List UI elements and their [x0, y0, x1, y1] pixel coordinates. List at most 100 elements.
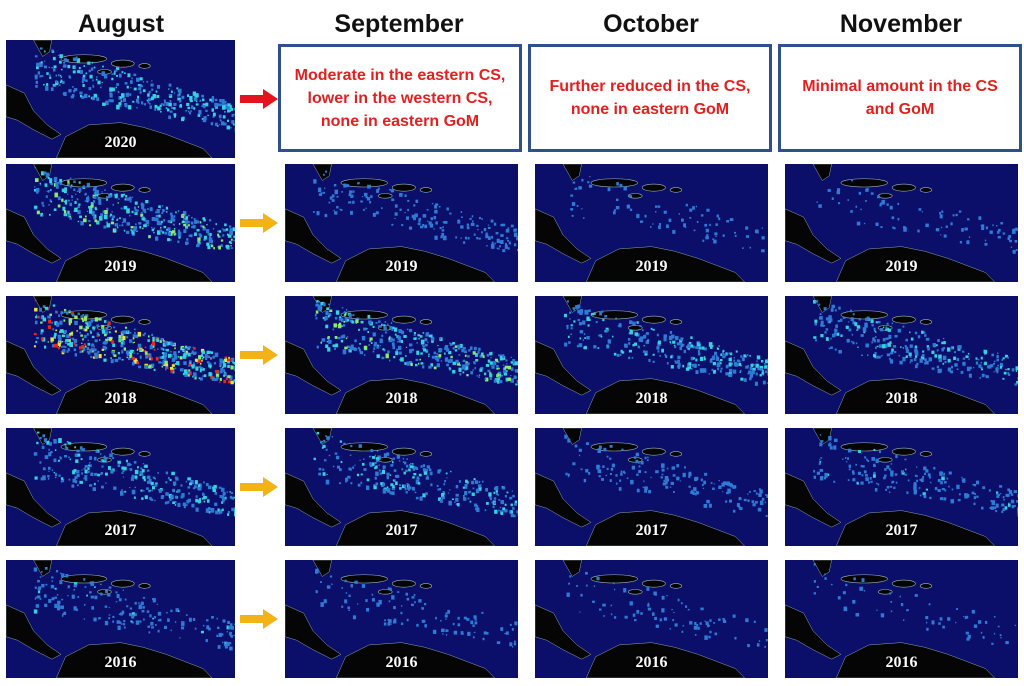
south-america-land: [335, 246, 496, 282]
year-label: 2016: [104, 654, 137, 671]
island-2: [919, 583, 933, 589]
island-2: [419, 583, 433, 589]
island-1: [391, 579, 416, 588]
map-graphic: [785, 428, 1018, 546]
island-2: [138, 451, 151, 457]
island-0: [340, 574, 388, 584]
column-header-october: October: [603, 10, 699, 38]
island-1: [641, 183, 666, 192]
column-header-november: November: [839, 10, 963, 38]
year-label: 2018: [385, 390, 418, 407]
map-graphic: [6, 164, 235, 282]
island-0: [340, 178, 388, 188]
yellow-arrow-icon: [240, 345, 278, 365]
map-october-2018: 2018: [535, 296, 768, 414]
island-1: [891, 183, 916, 192]
map-september-2016: 2016: [285, 560, 518, 678]
island-1: [391, 183, 416, 192]
map-graphic: [6, 296, 235, 414]
map-october-2017: 2017: [535, 428, 768, 546]
year-label: 2019: [635, 258, 668, 275]
florida-land: [33, 40, 53, 57]
map-august-2020: 2020: [6, 40, 235, 158]
october-2020-note: Further reduced in the CS, none in easte…: [528, 44, 772, 152]
year-label: 2016: [385, 654, 418, 671]
map-graphic: [285, 560, 518, 678]
map-graphic: [785, 164, 1018, 282]
south-america-land: [835, 246, 996, 282]
central-america-land: [6, 472, 62, 528]
island-0: [590, 442, 638, 452]
florida-land: [812, 164, 832, 181]
central-america-land: [535, 208, 592, 264]
year-label: 2018: [104, 390, 137, 407]
map-november-2016: 2016: [785, 560, 1018, 678]
south-america-land: [835, 642, 996, 678]
year-label: 2020: [104, 134, 137, 151]
south-america-land: [835, 510, 996, 546]
central-america-land: [6, 208, 62, 264]
island-1: [391, 447, 416, 456]
florida-land: [562, 560, 582, 577]
island-2: [419, 319, 433, 325]
south-america-land: [56, 122, 213, 158]
central-america-land: [535, 472, 592, 528]
island-1: [111, 579, 135, 588]
island-1: [641, 315, 666, 324]
south-america-land: [56, 378, 213, 414]
year-label: 2017: [635, 522, 668, 539]
island-2: [419, 451, 433, 457]
island-2: [919, 187, 933, 193]
map-august-2019: 2019: [6, 164, 235, 282]
column-header-august: August: [77, 10, 165, 38]
island-1: [111, 59, 135, 68]
map-graphic: [285, 428, 518, 546]
november-2020-note: Minimal amount in the CS and GoM: [778, 44, 1022, 152]
map-november-2018: 2018: [785, 296, 1018, 414]
island-2: [919, 451, 933, 457]
florida-land: [812, 296, 832, 313]
year-label: 2018: [635, 390, 668, 407]
yellow-arrow-icon: [240, 213, 278, 233]
florida-land: [812, 560, 832, 577]
island-1: [111, 315, 135, 324]
island-2: [669, 319, 683, 325]
year-label: 2017: [104, 522, 137, 539]
central-america-land: [285, 604, 342, 660]
island-3: [877, 589, 893, 595]
island-0: [840, 178, 888, 188]
island-3: [377, 193, 393, 199]
central-america-land: [785, 604, 842, 660]
island-1: [111, 447, 135, 456]
central-america-land: [785, 340, 842, 396]
island-2: [138, 63, 151, 69]
island-0: [840, 310, 888, 320]
central-america-land: [6, 604, 62, 660]
central-america-land: [785, 208, 842, 264]
island-2: [669, 583, 683, 589]
island-2: [669, 187, 683, 193]
island-2: [919, 319, 933, 325]
year-label: 2019: [104, 258, 137, 275]
map-graphic: [285, 164, 518, 282]
island-0: [590, 310, 638, 320]
south-america-land: [585, 378, 746, 414]
south-america-land: [585, 642, 746, 678]
map-graphic: [785, 296, 1018, 414]
island-1: [891, 315, 916, 324]
map-november-2017: 2017: [785, 428, 1018, 546]
central-america-land: [285, 208, 342, 264]
island-1: [641, 447, 666, 456]
island-0: [340, 310, 388, 320]
map-graphic: [285, 296, 518, 414]
map-september-2018: 2018: [285, 296, 518, 414]
south-america-land: [56, 510, 213, 546]
island-2: [419, 187, 433, 193]
september-2020-note: Moderate in the eastern CS, lower in the…: [278, 44, 522, 152]
central-america-land: [285, 340, 342, 396]
year-label: 2019: [385, 258, 418, 275]
island-3: [377, 589, 393, 595]
south-america-land: [335, 642, 496, 678]
central-america-land: [6, 340, 62, 396]
island-3: [627, 589, 643, 595]
